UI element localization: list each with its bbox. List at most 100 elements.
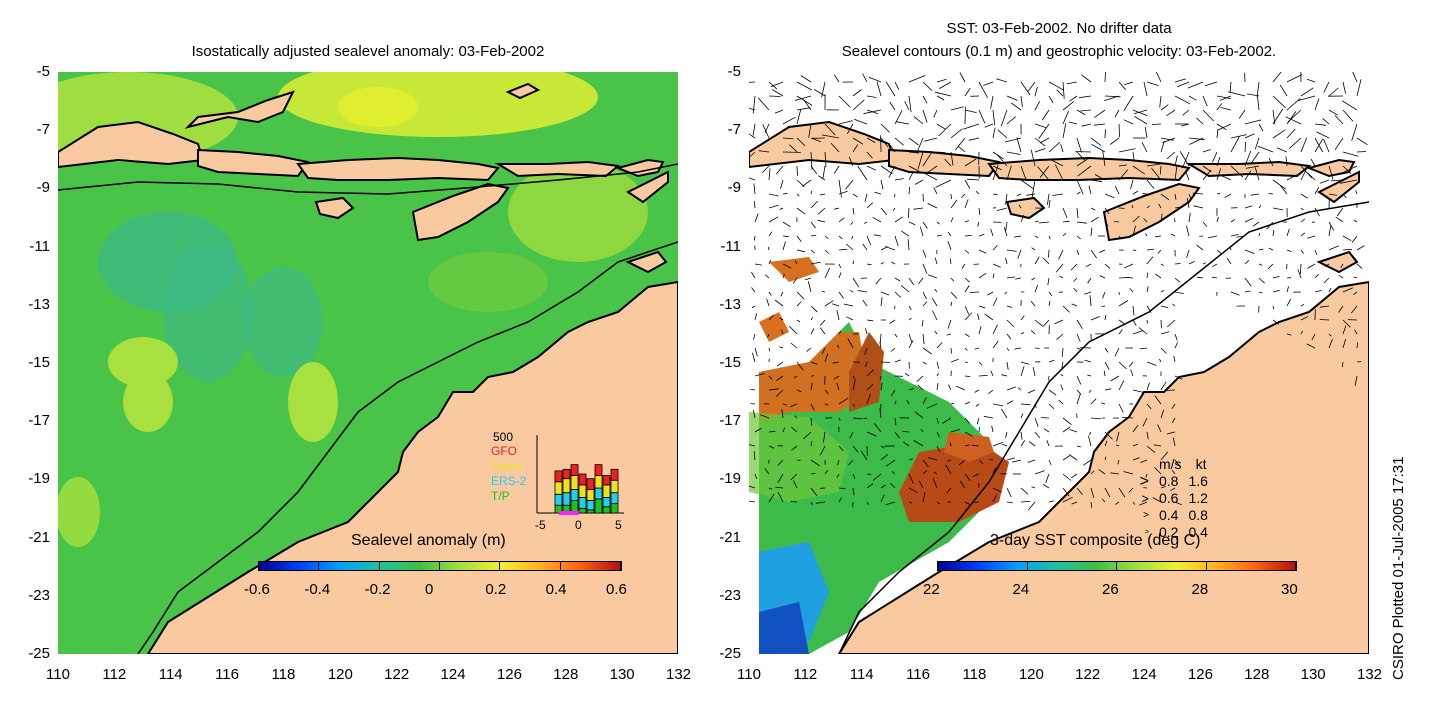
velocity-arrow bbox=[1090, 398, 1097, 405]
velocity-arrow bbox=[1046, 440, 1050, 447]
velocity-arrow bbox=[1048, 95, 1054, 104]
velocity-arrow bbox=[1285, 116, 1302, 125]
velocity-arrow bbox=[1076, 375, 1082, 385]
velocity-arrow bbox=[1015, 277, 1022, 280]
velocity-arrow bbox=[1228, 91, 1246, 97]
velocity-arrow bbox=[1069, 429, 1078, 433]
velocity-arrow bbox=[922, 492, 926, 503]
velocity-arrow bbox=[868, 76, 882, 83]
velocity-arrow bbox=[1062, 123, 1067, 139]
velocity-arrow bbox=[1118, 380, 1125, 391]
velocity-arrow bbox=[935, 179, 952, 188]
velocity-arrow bbox=[780, 291, 784, 297]
velocity-arrow bbox=[1020, 501, 1031, 503]
velocity-arrow bbox=[1286, 111, 1297, 125]
velocity-arrow bbox=[903, 441, 910, 447]
velocity-arrow bbox=[978, 272, 987, 279]
colorbar-tick-mark bbox=[937, 561, 938, 571]
velocity-arrow bbox=[964, 473, 971, 482]
left-panel-title: Isostatically adjusted sealevel anomaly:… bbox=[191, 43, 545, 60]
velocity-arrow bbox=[1314, 187, 1320, 195]
velocity-arrow bbox=[821, 134, 840, 139]
velocity-arrow bbox=[1276, 147, 1288, 153]
velocity-arrow bbox=[794, 95, 812, 101]
velocity-arrow bbox=[1181, 123, 1190, 127]
colorbar-tick-mark bbox=[258, 561, 259, 571]
velocity-arrow bbox=[927, 457, 938, 461]
velocity-arrow bbox=[922, 150, 933, 167]
velocity-arrow bbox=[1353, 219, 1358, 223]
velocity-arrow bbox=[922, 81, 933, 91]
velocity-arrow bbox=[992, 263, 1001, 268]
velocity-arrow bbox=[1314, 273, 1319, 279]
velocity-arrow bbox=[1174, 95, 1191, 105]
velocity-arrow bbox=[1342, 325, 1347, 335]
velocity-arrow bbox=[810, 417, 813, 426]
velocity-arrow bbox=[1048, 500, 1054, 503]
velocity-arrow bbox=[1157, 249, 1162, 254]
histogram-bar-segment bbox=[578, 507, 587, 514]
velocity-arrow bbox=[1083, 459, 1092, 466]
velocity-arrow bbox=[1141, 142, 1148, 153]
velocity-arrow bbox=[1272, 229, 1275, 237]
velocity-arrow bbox=[1110, 375, 1120, 382]
velocity-arrow bbox=[817, 175, 826, 181]
velocity-arrow bbox=[1267, 263, 1274, 270]
velocity-arrow bbox=[1062, 101, 1075, 111]
velocity-arrow bbox=[819, 327, 826, 335]
velocity-arrow bbox=[750, 389, 756, 391]
velocity-arrow bbox=[1118, 123, 1120, 138]
velocity-arrow bbox=[824, 267, 830, 279]
velocity-arrow bbox=[1258, 248, 1264, 251]
velocity-arrow bbox=[1155, 72, 1162, 83]
velocity-arrow bbox=[1130, 179, 1134, 190]
velocity-arrow bbox=[757, 97, 770, 111]
velocity-arrow bbox=[751, 287, 756, 293]
velocity-arrow bbox=[1076, 319, 1083, 330]
velocity-arrow bbox=[1268, 193, 1274, 195]
velocity-arrow bbox=[1110, 472, 1120, 475]
right-x-tick-label: 112 bbox=[793, 666, 818, 683]
left-colorbar bbox=[258, 561, 622, 571]
velocity-arrow bbox=[1142, 193, 1148, 195]
right-y-tick-label: -15 bbox=[719, 354, 741, 371]
velocity-arrow bbox=[1244, 150, 1252, 167]
histogram-x-tick: 5 bbox=[615, 518, 622, 532]
velocity-arrow bbox=[1244, 217, 1254, 223]
velocity-arrow bbox=[1216, 123, 1227, 131]
velocity-arrow bbox=[1090, 417, 1102, 420]
velocity-arrow bbox=[1124, 263, 1134, 269]
velocity-arrow bbox=[1076, 137, 1082, 153]
histogram-bar-segment bbox=[586, 478, 595, 491]
velocity-arrow bbox=[1034, 285, 1039, 293]
velocity-arrow bbox=[880, 445, 885, 449]
velocity-arrow bbox=[1338, 305, 1344, 313]
velocity-arrow bbox=[810, 249, 815, 254]
velocity-arrow bbox=[866, 393, 871, 405]
velocity-arrow bbox=[822, 165, 826, 179]
velocity-arrow bbox=[894, 400, 897, 405]
velocity-arrow bbox=[774, 299, 784, 307]
velocity-arrow bbox=[1238, 109, 1246, 119]
velocity-arrow bbox=[892, 207, 896, 211]
velocity-arrow bbox=[1166, 431, 1176, 435]
velocity-arrow bbox=[908, 333, 913, 343]
histogram-bar-segment bbox=[586, 489, 595, 501]
velocity-arrow bbox=[866, 151, 873, 159]
velocity-arrow bbox=[810, 487, 818, 497]
right-y-tick-label: -7 bbox=[727, 121, 741, 139]
velocity-arrow bbox=[1266, 221, 1274, 230]
velocity-arrow bbox=[1047, 277, 1050, 286]
velocity-arrow bbox=[838, 120, 853, 125]
velocity-arrow bbox=[992, 245, 998, 251]
velocity-arrow bbox=[978, 305, 986, 309]
right-x-tick-label: 126 bbox=[1187, 666, 1213, 683]
velocity-arrow bbox=[1174, 263, 1181, 265]
velocity-arrow bbox=[1002, 443, 1008, 447]
velocity-arrow bbox=[1123, 471, 1134, 475]
velocity-arrow bbox=[1272, 207, 1284, 211]
velocity-arrow bbox=[1328, 165, 1334, 180]
velocity-arrow bbox=[1118, 81, 1127, 90]
velocity-arrow bbox=[1062, 207, 1068, 219]
velocity-arrow bbox=[1300, 330, 1303, 335]
